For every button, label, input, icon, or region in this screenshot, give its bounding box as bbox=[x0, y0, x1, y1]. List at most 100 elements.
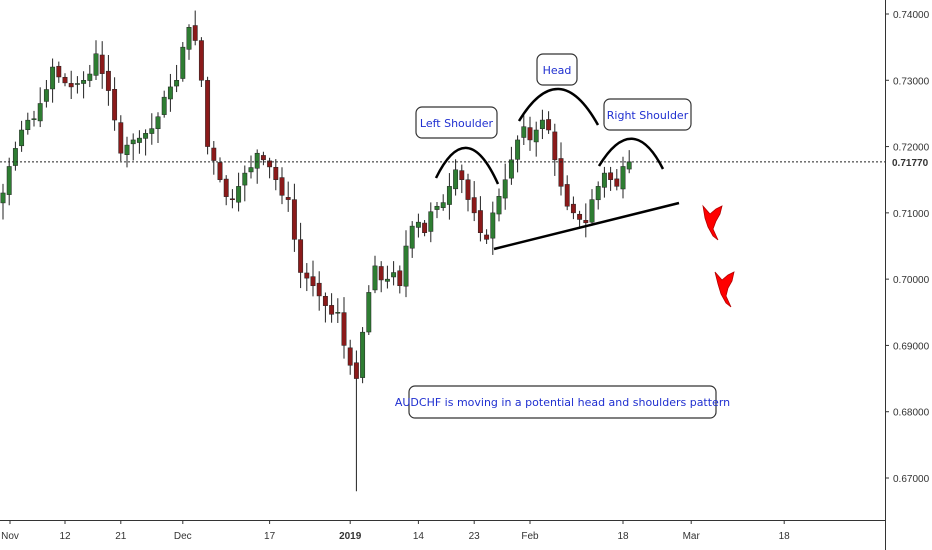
head-label: Head bbox=[543, 64, 572, 77]
time-tick-label: Dec bbox=[174, 531, 192, 542]
projection-arrow-1 bbox=[702, 204, 723, 241]
candle-body-down bbox=[105, 70, 111, 91]
pattern-note-box: AUDCHF is moving in a potential head and… bbox=[395, 385, 730, 419]
candle-body-up bbox=[589, 199, 595, 223]
candle-body-up bbox=[186, 27, 192, 50]
right-shoulder-arc bbox=[597, 137, 665, 170]
candle-body-up bbox=[254, 152, 260, 169]
candle-body-up bbox=[508, 159, 514, 179]
candle-body-down bbox=[378, 266, 384, 281]
candle-body-down bbox=[422, 222, 428, 233]
candle-body-down bbox=[459, 170, 465, 180]
candle-body-up bbox=[409, 225, 415, 249]
candle-body-down bbox=[552, 131, 558, 161]
candle-body-up bbox=[372, 265, 378, 291]
candle-body-up bbox=[6, 166, 12, 195]
price-axis[interactable]: 0.67000 0.68000 0.69000 0.70000 0.71000 0.720… bbox=[885, 10, 930, 485]
candle-body-down bbox=[229, 198, 235, 200]
candle-body-down bbox=[298, 239, 304, 273]
candle-body-down bbox=[56, 65, 62, 78]
candle-body-up bbox=[124, 144, 130, 155]
candle-body-down bbox=[285, 197, 291, 200]
neckline-trendline bbox=[493, 201, 680, 251]
candle-body-down bbox=[347, 347, 353, 366]
time-tick-label: 21 bbox=[115, 531, 127, 542]
price-tick-label: 0.68000 bbox=[893, 408, 930, 419]
candle-body-up bbox=[161, 96, 167, 115]
candle-body-down bbox=[62, 76, 68, 84]
candle-body-down bbox=[564, 184, 570, 207]
candle-body-up bbox=[25, 119, 31, 131]
candle-body-up bbox=[236, 186, 242, 203]
candle-body-down bbox=[304, 272, 310, 279]
candle-body-up bbox=[453, 169, 459, 190]
candle-body-up bbox=[87, 73, 93, 81]
candle-body-up bbox=[143, 133, 149, 139]
candle-body-up bbox=[496, 196, 502, 215]
candle-body-up bbox=[360, 331, 366, 378]
candle-body-up bbox=[391, 272, 397, 278]
time-tick-label: 2019 bbox=[339, 531, 362, 542]
candle-body-down bbox=[546, 119, 552, 131]
candle-body-down bbox=[477, 210, 483, 233]
candle-body-up bbox=[12, 148, 18, 166]
candle-body-down bbox=[273, 166, 279, 180]
price-tick-label: 0.72000 bbox=[893, 143, 930, 154]
candle-body-up bbox=[136, 137, 142, 143]
candle-body-down bbox=[112, 89, 118, 121]
candle-body-up bbox=[601, 172, 607, 188]
candle-body-down bbox=[397, 270, 403, 287]
candle-body-up bbox=[490, 212, 496, 239]
candle-body-up bbox=[415, 221, 421, 228]
price-tick-label: 0.71000 bbox=[893, 209, 930, 220]
candle-body-up bbox=[130, 139, 136, 145]
time-tick-label: 23 bbox=[469, 531, 481, 542]
candle-body-up bbox=[440, 202, 446, 208]
time-tick-label: 12 bbox=[59, 531, 71, 542]
left-shoulder-label: Left Shoulder bbox=[420, 117, 494, 130]
time-axis[interactable]: Nov 12 21 Dec 17 2019 14 23 Feb 18 Mar 18 bbox=[1, 520, 790, 542]
candle-body-down bbox=[267, 160, 273, 168]
candle-body-up bbox=[384, 278, 390, 282]
time-tick-label: 17 bbox=[264, 531, 276, 542]
candle-body-down bbox=[329, 305, 335, 315]
time-tick-label: 14 bbox=[413, 531, 425, 542]
candle-body-up bbox=[502, 179, 508, 199]
candle-body-down bbox=[484, 234, 490, 240]
candle-body-up bbox=[403, 245, 409, 287]
candle-body-down bbox=[68, 83, 74, 88]
candle-body-up bbox=[539, 119, 545, 129]
candle-body-up bbox=[50, 66, 56, 90]
price-tick-label: 0.74000 bbox=[893, 10, 930, 21]
last-price-label: 0.71770 bbox=[892, 158, 929, 169]
candle-body-up bbox=[81, 80, 87, 84]
head-label-box: Head bbox=[536, 53, 578, 86]
time-tick-label: Nov bbox=[1, 531, 19, 542]
left-shoulder-label-box: Left Shoulder bbox=[415, 106, 498, 139]
candle-body-up bbox=[515, 139, 521, 160]
price-tick-label: 0.69000 bbox=[893, 341, 930, 352]
candle-body-down bbox=[198, 40, 204, 81]
candle-body-down bbox=[211, 147, 217, 161]
time-tick-label: 18 bbox=[617, 531, 629, 542]
pattern-note-text: AUDCHF is moving in a potential head and… bbox=[395, 396, 730, 409]
candle-body-up bbox=[428, 211, 434, 232]
time-tick-label: 18 bbox=[779, 531, 791, 542]
candle-body-up bbox=[521, 126, 527, 138]
candle-body-down bbox=[291, 199, 297, 240]
candles-layer bbox=[0, 10, 632, 492]
candle-body-down bbox=[527, 127, 533, 141]
candle-body-down bbox=[583, 220, 589, 224]
candle-body-up bbox=[366, 292, 372, 333]
candle-body-up bbox=[0, 192, 6, 204]
candle-body-up bbox=[434, 205, 440, 210]
candle-body-up bbox=[31, 118, 37, 120]
candle-body-up bbox=[167, 86, 173, 100]
candle-body-down bbox=[260, 155, 266, 161]
candle-body-down bbox=[279, 177, 285, 196]
time-tick-label: Feb bbox=[521, 531, 539, 542]
candle-body-up bbox=[37, 103, 43, 122]
candle-body-down bbox=[570, 203, 576, 214]
candle-body-down bbox=[118, 122, 124, 154]
